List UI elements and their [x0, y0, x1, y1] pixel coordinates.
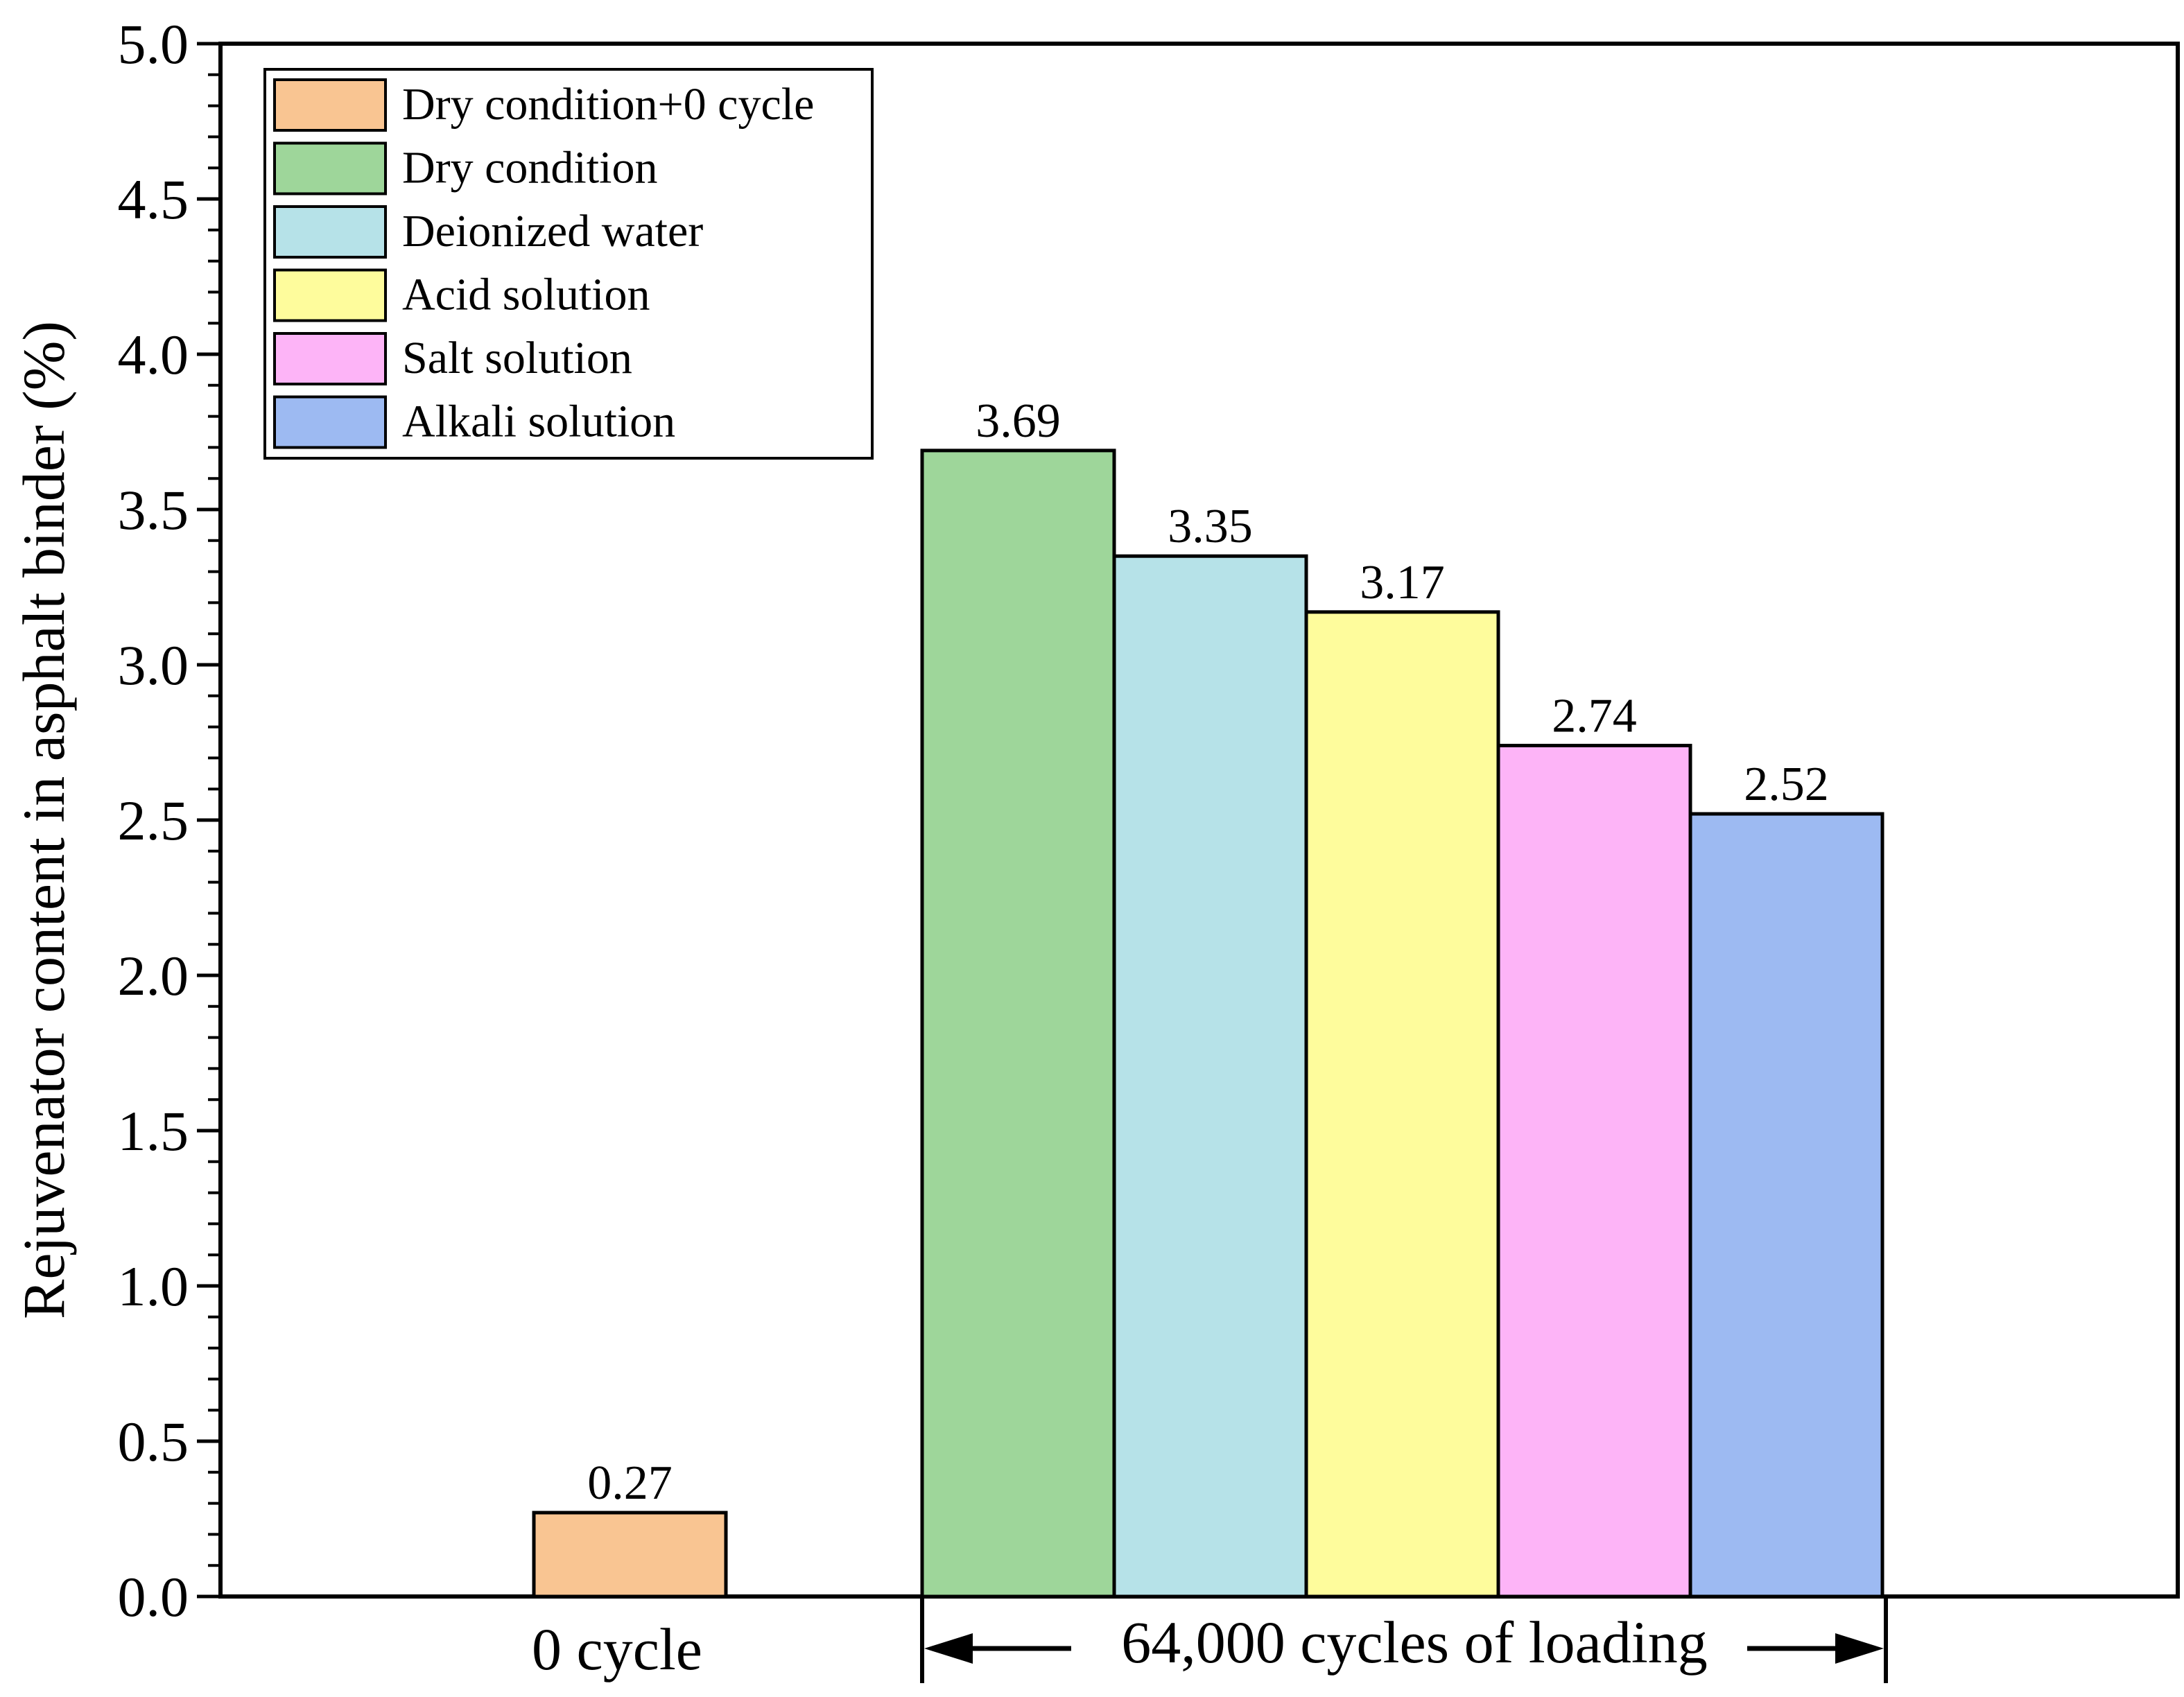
bar-dry-condition	[920, 449, 1116, 1599]
group-label-1: 64,000 cycles of loading	[1121, 1609, 1707, 1676]
legend-swatch	[273, 395, 387, 449]
group-label-0: 0 cycle	[532, 1616, 702, 1682]
bar-value-label: 2.74	[1552, 689, 1637, 742]
y-tick-label: 3.5	[118, 478, 189, 541]
y-tick-label: 4.5	[118, 168, 189, 231]
bars	[532, 449, 1884, 1599]
legend-box	[263, 68, 874, 460]
legend-swatch	[273, 205, 387, 259]
y-tick-label: 1.5	[118, 1099, 189, 1163]
legend-label: Dry condition	[402, 143, 657, 193]
bar-value-label: 0.27	[587, 1456, 673, 1510]
bar-salt-solution	[1496, 743, 1692, 1599]
bar-value-label: 2.52	[1744, 758, 1829, 811]
legend-label: Salt solution	[402, 333, 632, 383]
y-tick-label: 0.0	[118, 1565, 189, 1628]
x-axis-groups: 0 cycle 64,000 cycles of loading	[532, 1596, 1888, 1683]
bar-alkali-solution	[1688, 812, 1884, 1599]
y-tick-label: 3.0	[118, 634, 189, 697]
legend-label: Deionized water	[402, 206, 703, 256]
y-tick-label: 4.0	[118, 323, 189, 386]
y-tick-label: 2.0	[118, 944, 189, 1007]
legend-label: Alkali solution	[402, 397, 675, 447]
legend: Dry condition+0 cycle Dry condition Deioni…	[263, 68, 874, 460]
legend-swatch	[273, 268, 387, 322]
bar-acid-solution	[1304, 610, 1500, 1599]
bar-value-label: 3.35	[1168, 500, 1253, 553]
bar-value-label: 3.17	[1360, 556, 1445, 609]
arrowhead-left-icon	[924, 1633, 973, 1664]
arrowhead-right-icon	[1835, 1633, 1884, 1664]
legend-swatch	[273, 332, 387, 385]
value-labels: 0.27 3.69 3.35 3.17 2.74 2.52	[587, 394, 1829, 1510]
y-tick-label: 5.0	[118, 12, 189, 76]
y-tick-label: 1.0	[118, 1255, 189, 1318]
bar-value-label: 3.69	[976, 394, 1061, 448]
y-axis-title: Rejuvenator content in asphalt binder (%…	[10, 321, 77, 1319]
y-axis: 0.0 0.5 1.0 1.5 2.0 2.5 3.0 3.5 4.0 4.5 5.0	[118, 12, 220, 1628]
legend-label: Dry condition+0 cycle	[402, 79, 814, 130]
bar-deionized-water	[1112, 554, 1308, 1599]
bar-dry-condition-0-cycle	[532, 1511, 728, 1599]
y-tick-label: 2.5	[118, 789, 189, 852]
legend-swatch	[273, 141, 387, 195]
legend-label: Acid solution	[402, 270, 650, 320]
y-tick-label: 0.5	[118, 1410, 189, 1473]
legend-swatch	[273, 78, 387, 132]
